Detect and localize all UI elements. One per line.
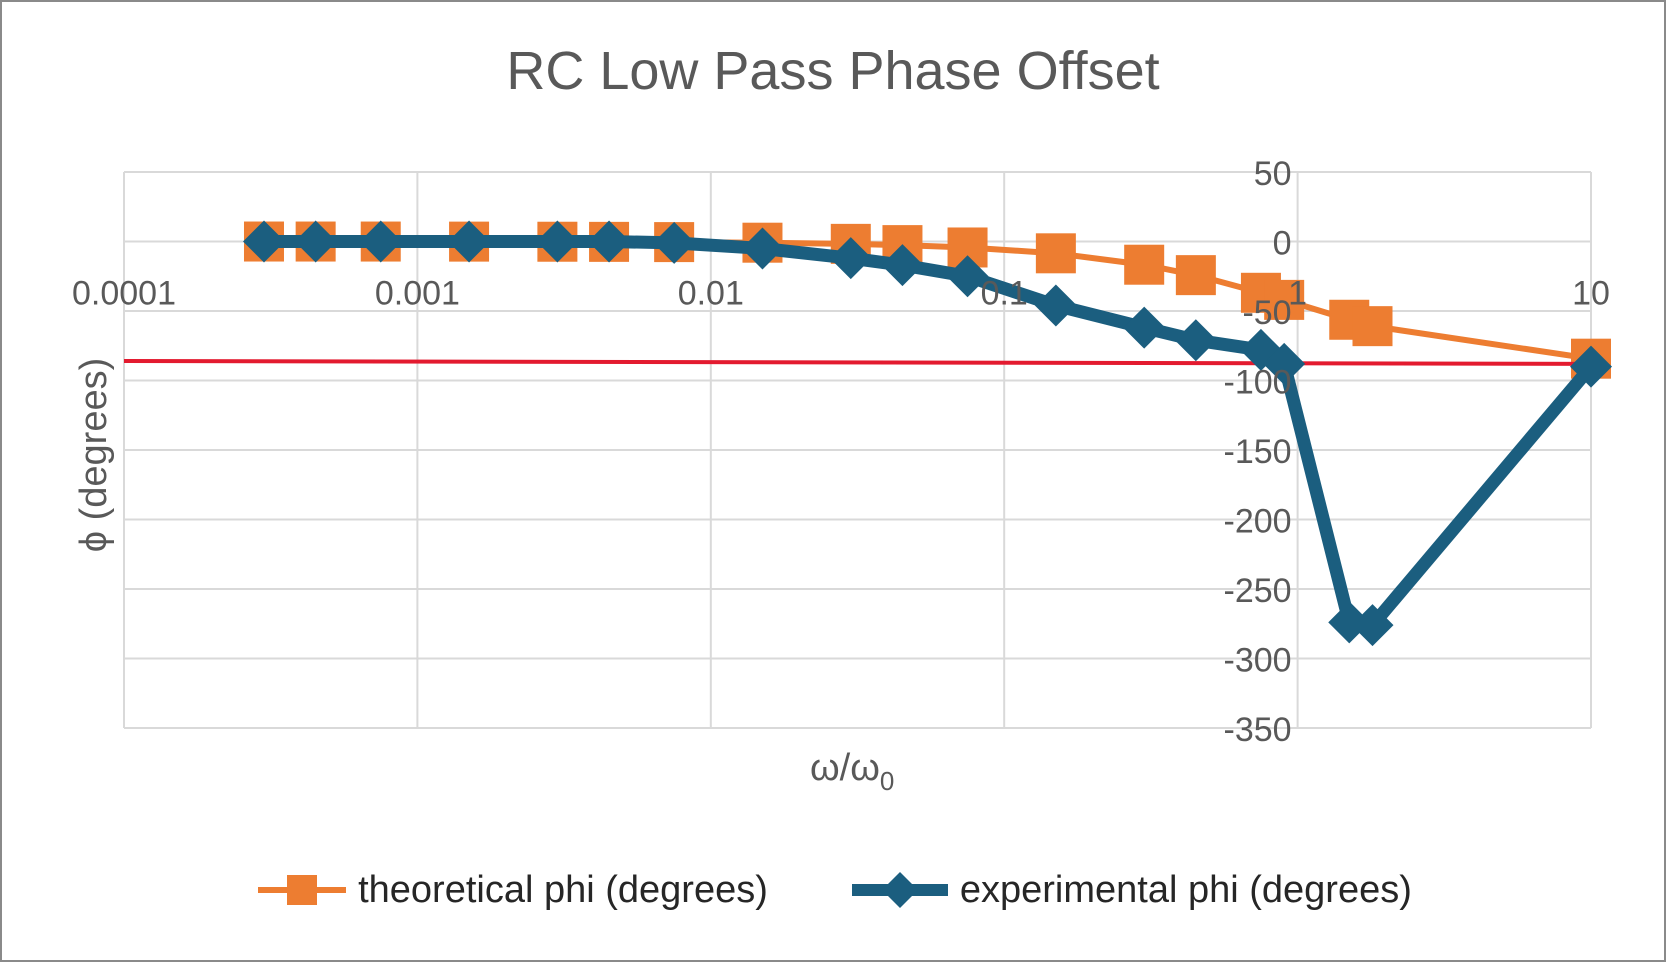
x-axis-label-subscript: 0 xyxy=(880,766,894,796)
legend-item-theoretical[interactable]: theoretical phi (degrees) xyxy=(254,869,768,912)
reference-line xyxy=(123,359,1592,366)
theoretical-point xyxy=(1124,244,1165,285)
experimental-point xyxy=(1263,342,1306,385)
experimental-point xyxy=(1570,345,1612,388)
y-tick-label: 50 xyxy=(1254,155,1292,193)
legend-label-theoretical: theoretical phi (degrees) xyxy=(358,868,768,911)
legend: theoretical phi (degrees) experimental p… xyxy=(0,862,1666,918)
y-tick-label: 0 xyxy=(1273,225,1292,263)
experimental-point xyxy=(448,220,491,263)
experimental-line xyxy=(263,235,1596,632)
y-tick-label: -200 xyxy=(1224,503,1292,541)
y-tick-label: -150 xyxy=(1224,433,1292,471)
chart-title: RC Low Pass Phase Offset xyxy=(506,41,1160,101)
experimental-point xyxy=(359,220,402,263)
experimental-point xyxy=(242,220,285,263)
theoretical-point xyxy=(1264,279,1305,320)
experimental-point xyxy=(536,220,579,263)
reference-line-group xyxy=(123,359,1592,366)
y-tick-label: -300 xyxy=(1224,642,1292,680)
y-tick-label: -50 xyxy=(1242,294,1291,332)
legend-item-experimental[interactable]: experimental phi (degrees) xyxy=(848,869,1412,912)
experimental-point xyxy=(881,244,924,287)
x-axis-label: ω/ω0 xyxy=(810,747,894,796)
y-tick-label: -350 xyxy=(1224,711,1292,749)
x-tick-label: 0.01 xyxy=(678,275,744,313)
experimental-point xyxy=(1123,306,1166,349)
experimental-point xyxy=(588,220,631,263)
x-tick-label: 0.0001 xyxy=(72,275,176,313)
legend-label-experimental: experimental phi (degrees) xyxy=(959,868,1412,911)
theoretical-point xyxy=(1035,233,1076,274)
series-group xyxy=(123,220,1612,647)
y-tick-label: -250 xyxy=(1224,572,1292,610)
y-axis-label: ϕ (degrees) xyxy=(73,358,115,552)
experimental-point xyxy=(1034,284,1077,327)
x-tick-label: 10 xyxy=(1572,275,1610,313)
theoretical-point xyxy=(1175,255,1216,296)
theoretical-point xyxy=(1352,306,1393,347)
experimental-point xyxy=(294,220,337,263)
x-tick-label: 1 xyxy=(1288,275,1307,313)
experimental-point xyxy=(741,227,784,270)
y-tick-label: -100 xyxy=(1224,364,1292,402)
experimental-point xyxy=(946,255,989,298)
x-tick-label: 0.1 xyxy=(981,275,1028,313)
experimental-point xyxy=(1351,604,1394,647)
diamond-marker-icon xyxy=(851,872,948,908)
square-marker-icon xyxy=(258,875,347,905)
tick-labels: 50 0 -50 -100 -150 -200 -250 -300 -350 0.0001 0.00… xyxy=(72,155,1610,749)
experimental-point xyxy=(829,237,872,280)
x-axis-label-main: ω/ω xyxy=(810,747,880,789)
experimental-point xyxy=(653,221,696,264)
experimental-point xyxy=(1174,319,1217,362)
series-experimental xyxy=(242,220,1612,647)
x-tick-label: 0.001 xyxy=(375,275,460,313)
